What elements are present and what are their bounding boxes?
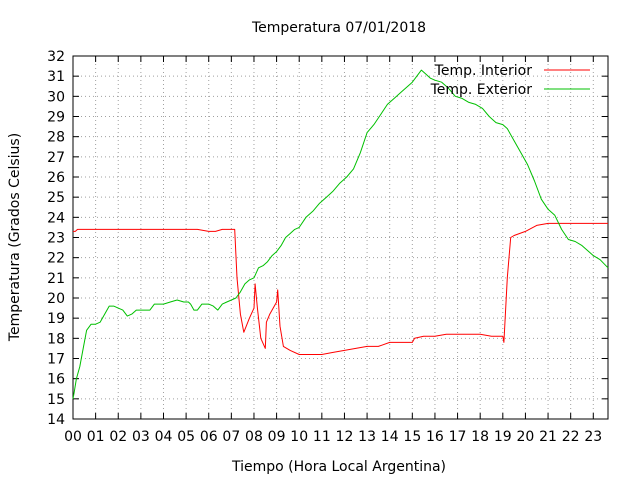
chart-title: Temperatura 07/01/2018 bbox=[251, 20, 426, 36]
x-tick-label: 00 bbox=[64, 429, 82, 445]
x-tick-label: 21 bbox=[539, 429, 557, 445]
y-tick-label: 16 bbox=[47, 372, 65, 388]
y-tick-label: 29 bbox=[47, 110, 65, 126]
legend-label: Temp. Interior bbox=[434, 63, 533, 79]
legend: Temp. Interior Temp. Exterior bbox=[430, 63, 590, 98]
x-tick-label: 22 bbox=[562, 429, 580, 445]
x-tick-label: 19 bbox=[494, 429, 512, 445]
x-tick-label: 03 bbox=[132, 429, 150, 445]
x-tick-label: 15 bbox=[403, 429, 421, 445]
y-tick-label: 28 bbox=[47, 130, 65, 146]
x-tick-label: 12 bbox=[336, 429, 354, 445]
y-tick-label: 18 bbox=[47, 331, 65, 347]
x-tick-label: 20 bbox=[517, 429, 535, 445]
series-line-interior bbox=[73, 222, 608, 355]
y-tick-label: 14 bbox=[47, 412, 65, 428]
x-tick-label: 08 bbox=[245, 429, 263, 445]
x-tick-label: 10 bbox=[290, 429, 308, 445]
x-tick-label: 14 bbox=[381, 429, 399, 445]
x-tick-label: 23 bbox=[584, 429, 602, 445]
x-tick-label: 07 bbox=[222, 429, 240, 445]
x-axis-label: Tiempo (Hora Local Argentina) bbox=[231, 459, 446, 475]
x-tick-label: 05 bbox=[177, 429, 195, 445]
y-tick-label: 25 bbox=[47, 190, 65, 206]
x-tick-label: 02 bbox=[109, 429, 127, 445]
x-tick-label: 06 bbox=[200, 429, 218, 445]
y-tick-label: 21 bbox=[47, 271, 65, 287]
y-tick-label: 19 bbox=[47, 311, 65, 327]
x-tick-label: 09 bbox=[268, 429, 286, 445]
y-ticks: 14 15 16 17 18 19 20 21 22 23 24 25 26 27 28 29 30 31 32 bbox=[47, 49, 608, 428]
x-tick-label: 11 bbox=[313, 429, 331, 445]
x-tick-label: 13 bbox=[358, 429, 376, 445]
grid bbox=[73, 56, 608, 419]
series-group bbox=[72, 69, 609, 399]
y-tick-label: 23 bbox=[47, 231, 65, 247]
legend-label: Temp. Exterior bbox=[430, 82, 533, 98]
x-tick-label: 18 bbox=[471, 429, 489, 445]
y-tick-label: 15 bbox=[47, 392, 65, 408]
y-tick-label: 22 bbox=[47, 251, 65, 267]
y-tick-label: 26 bbox=[47, 170, 65, 186]
y-tick-label: 32 bbox=[47, 49, 65, 65]
y-tick-label: 27 bbox=[47, 150, 65, 166]
x-tick-label: 01 bbox=[87, 429, 105, 445]
y-tick-label: 24 bbox=[47, 210, 65, 226]
y-axis-label: Temperatura (Grados Celsius) bbox=[7, 133, 23, 342]
series-line-exterior bbox=[72, 69, 609, 399]
x-tick-label: 04 bbox=[155, 429, 173, 445]
x-tick-label: 17 bbox=[449, 429, 467, 445]
y-tick-label: 20 bbox=[47, 291, 65, 307]
y-tick-label: 31 bbox=[47, 69, 65, 85]
x-tick-label: 16 bbox=[426, 429, 444, 445]
y-tick-label: 30 bbox=[47, 89, 65, 105]
y-tick-label: 17 bbox=[47, 352, 65, 368]
x-ticks: 00 01 02 03 04 05 06 07 08 09 10 11 12 13 14 15 16 17 18 19… bbox=[64, 56, 602, 445]
